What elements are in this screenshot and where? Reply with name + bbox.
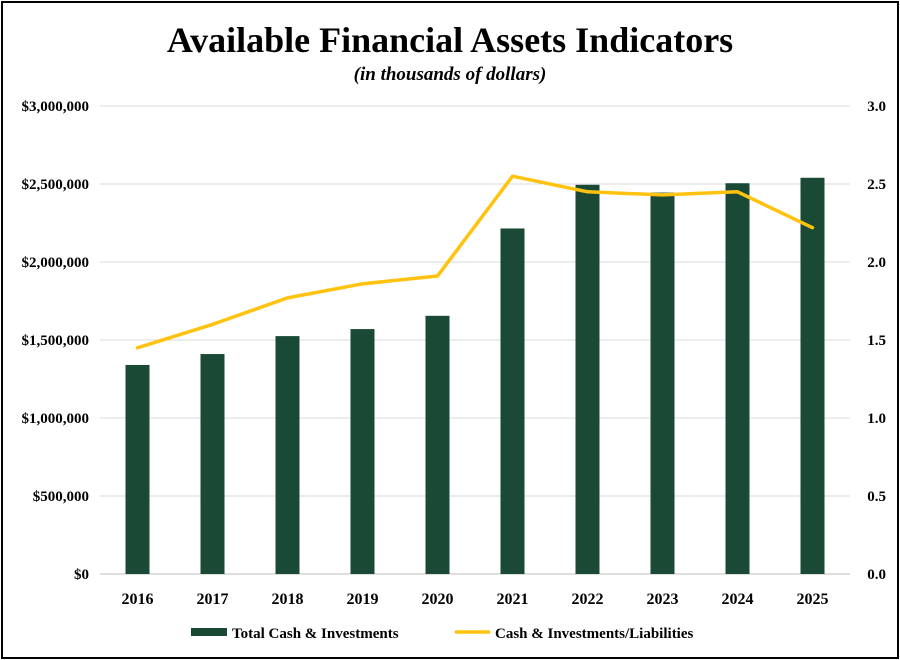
x-tick-label: 2023 <box>647 591 679 608</box>
x-tick-label: 2020 <box>422 591 454 608</box>
bar <box>350 329 375 574</box>
bar <box>725 183 750 574</box>
chart-title: Available Financial Assets Indicators <box>166 20 734 60</box>
x-tick-label: 2024 <box>722 591 754 608</box>
y-right-tick-label: 2.0 <box>867 255 886 271</box>
y-left-tick-label: $0 <box>74 567 89 583</box>
y-right-tick-label: 2.5 <box>867 177 886 193</box>
y-left-tick-label: $500,000 <box>33 489 89 505</box>
bar <box>425 315 450 574</box>
legend-label: Cash & Investments/Liabilities <box>495 626 694 642</box>
chart-subtitle: (in thousands of dollars) <box>353 64 547 85</box>
y-right-tick-label: 1.5 <box>867 333 886 349</box>
bar <box>800 177 825 574</box>
y-right-tick-label: 0.0 <box>867 567 886 583</box>
bar <box>275 336 300 574</box>
line-series <box>135 174 815 350</box>
bar <box>500 228 525 574</box>
x-tick-label: 2018 <box>272 591 304 608</box>
bar <box>200 354 225 574</box>
bar <box>125 364 150 574</box>
x-tick-label: 2017 <box>197 591 229 608</box>
x-tick-label: 2025 <box>797 591 829 608</box>
bar <box>575 184 600 574</box>
legend-swatch-bar <box>191 628 227 636</box>
x-tick-label: 2016 <box>122 591 154 608</box>
bar <box>650 192 675 574</box>
y-left-tick-label: $1,500,000 <box>22 333 90 349</box>
x-tick-label: 2022 <box>572 591 604 608</box>
x-tick-label: 2021 <box>497 591 529 608</box>
y-left-tick-label: $3,000,000 <box>22 99 90 115</box>
y-right-tick-label: 0.5 <box>867 489 886 505</box>
y-right-tick-label: 3.0 <box>867 99 886 115</box>
y-left-tick-label: $2,000,000 <box>22 255 90 271</box>
y-right-tick-label: 1.0 <box>867 411 886 427</box>
y-left-tick-label: $1,000,000 <box>22 411 90 427</box>
x-tick-label: 2019 <box>347 591 379 608</box>
legend-label: Total Cash & Investments <box>232 626 399 642</box>
y-left-tick-label: $2,500,000 <box>22 177 90 193</box>
